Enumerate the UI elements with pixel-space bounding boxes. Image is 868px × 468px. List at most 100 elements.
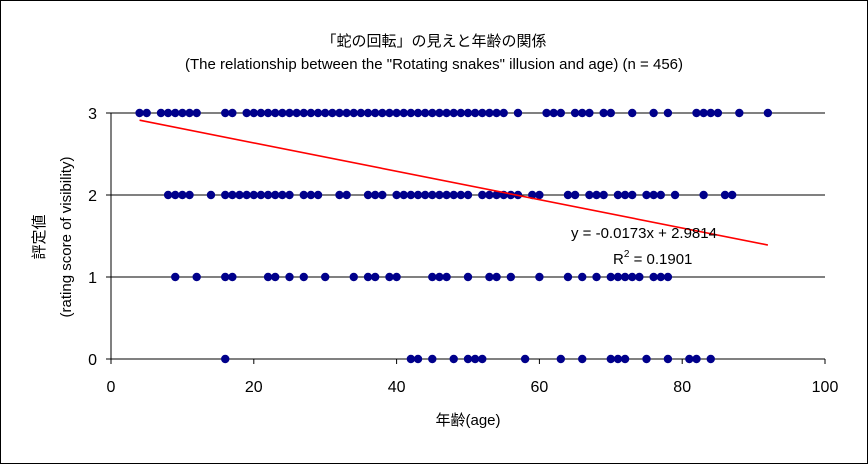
data-point: [428, 190, 437, 200]
data-point: [171, 108, 180, 118]
data-point: [706, 354, 715, 364]
data-point: [435, 108, 444, 118]
data-point: [321, 108, 330, 118]
data-point: [435, 190, 444, 200]
x-tick-label: 20: [245, 379, 263, 396]
data-point: [413, 108, 423, 118]
data-point: [428, 108, 437, 118]
data-point: [620, 272, 630, 282]
trendline: [139, 119, 769, 246]
x-tick-label: 0: [107, 379, 116, 396]
data-point: [221, 354, 230, 364]
data-point: [599, 190, 608, 200]
data-point: [370, 108, 380, 118]
y-tick-label: 3: [88, 106, 97, 123]
data-point: [221, 108, 230, 118]
data-point: [242, 108, 251, 118]
data-point: [242, 190, 251, 200]
data-point: [313, 190, 323, 200]
data-point: [513, 108, 523, 118]
data-point: [171, 190, 180, 200]
y-tick-label: 2: [88, 188, 97, 205]
y-axis-label-japanese: 評定値: [31, 214, 48, 259]
data-point: [363, 108, 373, 118]
data-point: [392, 108, 401, 118]
data-point: [378, 108, 387, 118]
data-point: [192, 272, 201, 282]
data-point: [256, 190, 266, 200]
data-point: [670, 190, 680, 200]
data-point: [392, 272, 401, 282]
data-point: [321, 272, 330, 282]
data-point: [570, 190, 580, 200]
data-point: [285, 190, 294, 200]
data-point: [649, 108, 658, 118]
y-ticks: 0 1 2 3: [88, 106, 111, 369]
data-point: [449, 108, 458, 118]
data-point: [463, 272, 473, 282]
data-point: [692, 354, 701, 364]
data-point: [463, 190, 473, 200]
data-point: [285, 272, 294, 282]
data-point: [478, 108, 487, 118]
data-point: [263, 272, 273, 282]
data-point: [435, 272, 444, 282]
data-point: [499, 108, 508, 118]
data-point: [370, 272, 380, 282]
data-point: [620, 354, 630, 364]
data-point: [306, 108, 316, 118]
data-point: [578, 108, 587, 118]
y-tick-label: 1: [88, 270, 97, 287]
data-point: [420, 190, 430, 200]
data-point: [613, 190, 623, 200]
data-point: [442, 108, 451, 118]
data-point: [342, 108, 351, 118]
data-point: [385, 272, 394, 282]
data-point: [578, 354, 587, 364]
data-point: [413, 190, 423, 200]
data-point: [606, 354, 615, 364]
data-point: [506, 272, 516, 282]
data-point: [335, 190, 344, 200]
data-point: [520, 354, 530, 364]
data-point: [456, 108, 466, 118]
data-point: [178, 190, 187, 200]
data-point: [578, 272, 587, 282]
data-point: [699, 108, 708, 118]
data-point: [535, 272, 544, 282]
data-point: [563, 190, 573, 200]
data-point: [263, 108, 273, 118]
data-point: [263, 190, 273, 200]
data-point: [135, 108, 144, 118]
data-point: [606, 108, 615, 118]
data-point: [485, 272, 494, 282]
data-point: [442, 272, 451, 282]
data-point: [228, 190, 237, 200]
data-point: [335, 108, 344, 118]
data-point: [192, 108, 201, 118]
data-point: [685, 354, 694, 364]
data-point: [328, 108, 337, 118]
data-point: [392, 190, 401, 200]
data-point: [613, 354, 623, 364]
data-point: [470, 108, 480, 118]
data-point: [585, 190, 594, 200]
data-point: [163, 108, 173, 118]
data-point: [727, 190, 737, 200]
data-point: [399, 108, 408, 118]
data-point: [463, 108, 473, 118]
data-point: [478, 190, 487, 200]
data-point: [278, 108, 287, 118]
data-point: [235, 190, 244, 200]
data-point: [349, 272, 358, 282]
data-point: [271, 108, 280, 118]
data-point: [620, 190, 630, 200]
data-point: [628, 190, 637, 200]
data-point: [628, 272, 637, 282]
data-point: [692, 108, 701, 118]
data-point: [663, 272, 673, 282]
data-point: [535, 190, 544, 200]
data-point: [442, 190, 451, 200]
data-point: [735, 108, 744, 118]
